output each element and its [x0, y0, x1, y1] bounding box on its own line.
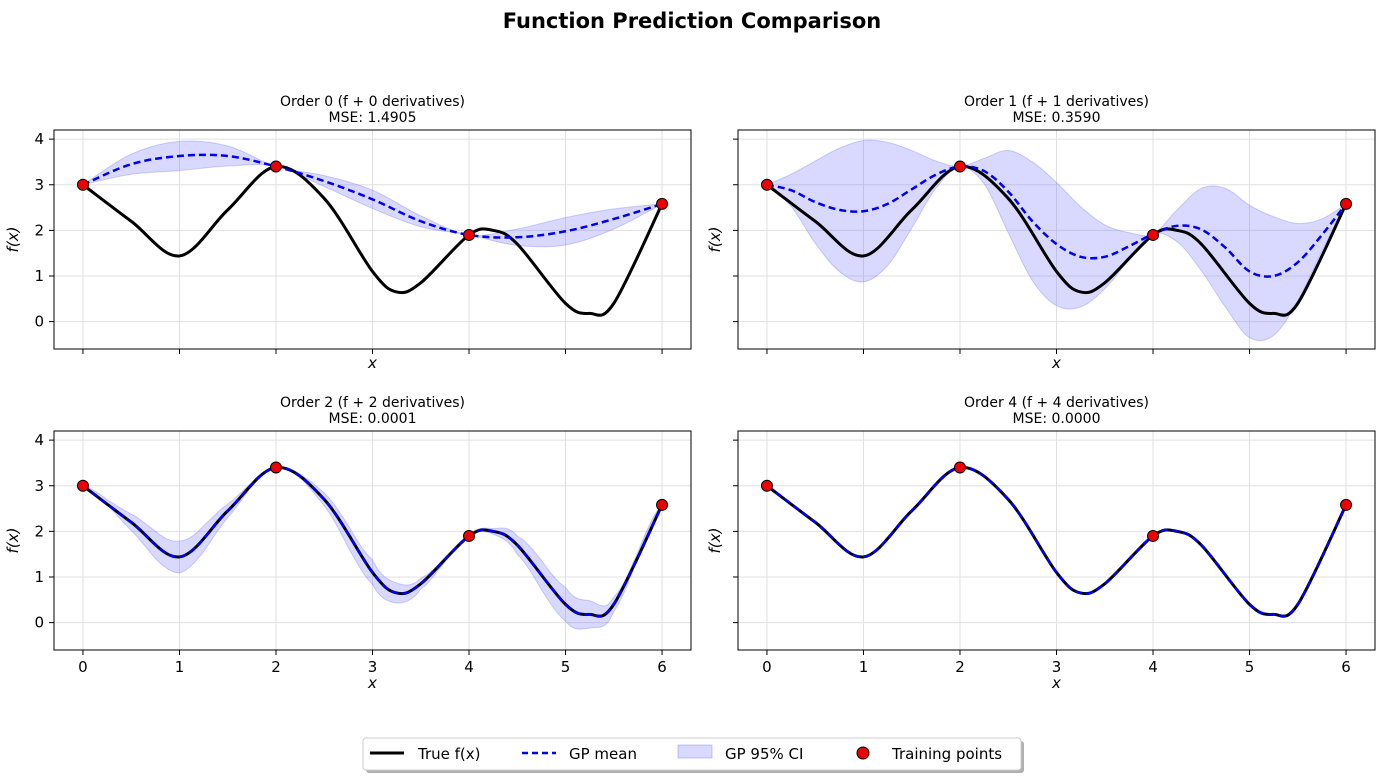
- legend-training-swatch: [856, 746, 870, 760]
- y-tick-label: 1: [34, 267, 44, 285]
- x-tick-label: 5: [561, 658, 571, 676]
- subplot-2: Order 1 (f + 1 derivatives)MSE: 0.3590 x f…: [706, 94, 1376, 372]
- y-axis-label: f(x): [706, 528, 724, 554]
- legend-ci-swatch: [677, 744, 713, 759]
- y-tick-label: 0: [34, 614, 44, 632]
- subplot-mse: MSE: 0.0001: [329, 411, 417, 427]
- subplot-title: Order 1 (f + 1 derivatives): [964, 94, 1149, 110]
- x-tick-label: 6: [1341, 658, 1351, 676]
- legend-training-label: Training points: [891, 745, 1002, 763]
- training-point: [1340, 197, 1353, 210]
- x-tick-label: 0: [762, 658, 772, 676]
- true-function-line: [82, 164, 664, 317]
- training-point: [760, 479, 773, 492]
- legend: True f(x) GP mean GP 95% CI Training poi…: [362, 737, 1024, 773]
- training-point: [1340, 498, 1353, 511]
- x-tick-label: 4: [1148, 658, 1158, 676]
- figure-title: Function Prediction Comparison: [503, 9, 882, 33]
- y-tick-label: 0: [34, 313, 44, 331]
- subplot-title: Order 0 (f + 0 derivatives): [280, 94, 465, 110]
- subplot-3: 0 1 2 3 4 5 6 0 1 2 3 4 Order 2 (f + 2 derivatives)M…: [4, 395, 692, 692]
- gp-mean-line: [766, 165, 1348, 278]
- training-point: [953, 160, 966, 173]
- x-axis-label: x: [1051, 354, 1061, 372]
- y-tick-label: 3: [34, 176, 44, 194]
- training-point: [76, 479, 89, 492]
- x-axis-label: x: [367, 354, 377, 372]
- x-tick-label: 2: [271, 658, 281, 676]
- y-tick-label: 2: [34, 522, 44, 540]
- training-point: [1147, 228, 1160, 241]
- training-point: [1147, 529, 1160, 542]
- x-tick-label: 2: [955, 658, 965, 676]
- x-axis-label: x: [1051, 674, 1061, 692]
- y-tick-label: 4: [34, 431, 44, 449]
- subplot-title: Order 2 (f + 2 derivatives): [280, 395, 465, 411]
- subplot-1: 0 1 2 3 4 Order 0 (f + 0 derivatives)MSE: 1.4…: [4, 94, 692, 372]
- gp-mean-line: [82, 153, 663, 239]
- legend-gp-mean-label: GP mean: [569, 745, 637, 763]
- subplot-title: Order 4 (f + 4 derivatives): [964, 395, 1149, 411]
- y-tick-label: 3: [34, 477, 44, 495]
- training-point: [463, 529, 476, 542]
- y-tick-label: 4: [34, 130, 44, 148]
- y-axis-label: f(x): [4, 528, 22, 554]
- x-tick-label: 3: [368, 658, 378, 676]
- subplots: 0 1 2 3 4 Order 0 (f + 0 derivatives)MSE: 1.4…: [4, 94, 1376, 692]
- subplot-4: 0 1 2 3 4 5 6 Order 4 (f + 4 derivatives)MSE: 0…: [706, 395, 1376, 692]
- y-tick-label: 2: [34, 221, 44, 239]
- training-point: [953, 461, 966, 474]
- training-point: [269, 461, 282, 474]
- training-point: [463, 228, 476, 241]
- y-tick-label: 1: [34, 568, 44, 586]
- x-tick-label: 1: [175, 658, 185, 676]
- gp-mean-line: [766, 466, 1348, 618]
- true-function-line: [766, 164, 1348, 317]
- legend-true-label: True f(x): [417, 745, 481, 763]
- legend-ci-label: GP 95% CI: [725, 745, 803, 763]
- x-tick-label: 5: [1245, 658, 1255, 676]
- subplot-mse: MSE: 0.0000: [1013, 411, 1101, 427]
- training-point: [656, 498, 669, 511]
- gp-mean-line: [82, 466, 664, 618]
- x-tick-label: 3: [1052, 658, 1062, 676]
- training-point: [760, 178, 773, 191]
- y-axis-label: f(x): [706, 227, 724, 253]
- subplot-mse: MSE: 0.3590: [1013, 110, 1101, 126]
- x-tick-label: 4: [464, 658, 474, 676]
- training-point: [76, 178, 89, 191]
- x-tick-label: 1: [859, 658, 869, 676]
- x-tick-label: 0: [78, 658, 88, 676]
- legend-box: [362, 737, 1022, 771]
- x-tick-label: 6: [657, 658, 667, 676]
- training-point: [656, 197, 669, 210]
- subplot-mse: MSE: 1.4905: [329, 110, 417, 126]
- training-point: [269, 160, 282, 173]
- y-axis-label: f(x): [4, 227, 22, 253]
- x-axis-label: x: [367, 674, 377, 692]
